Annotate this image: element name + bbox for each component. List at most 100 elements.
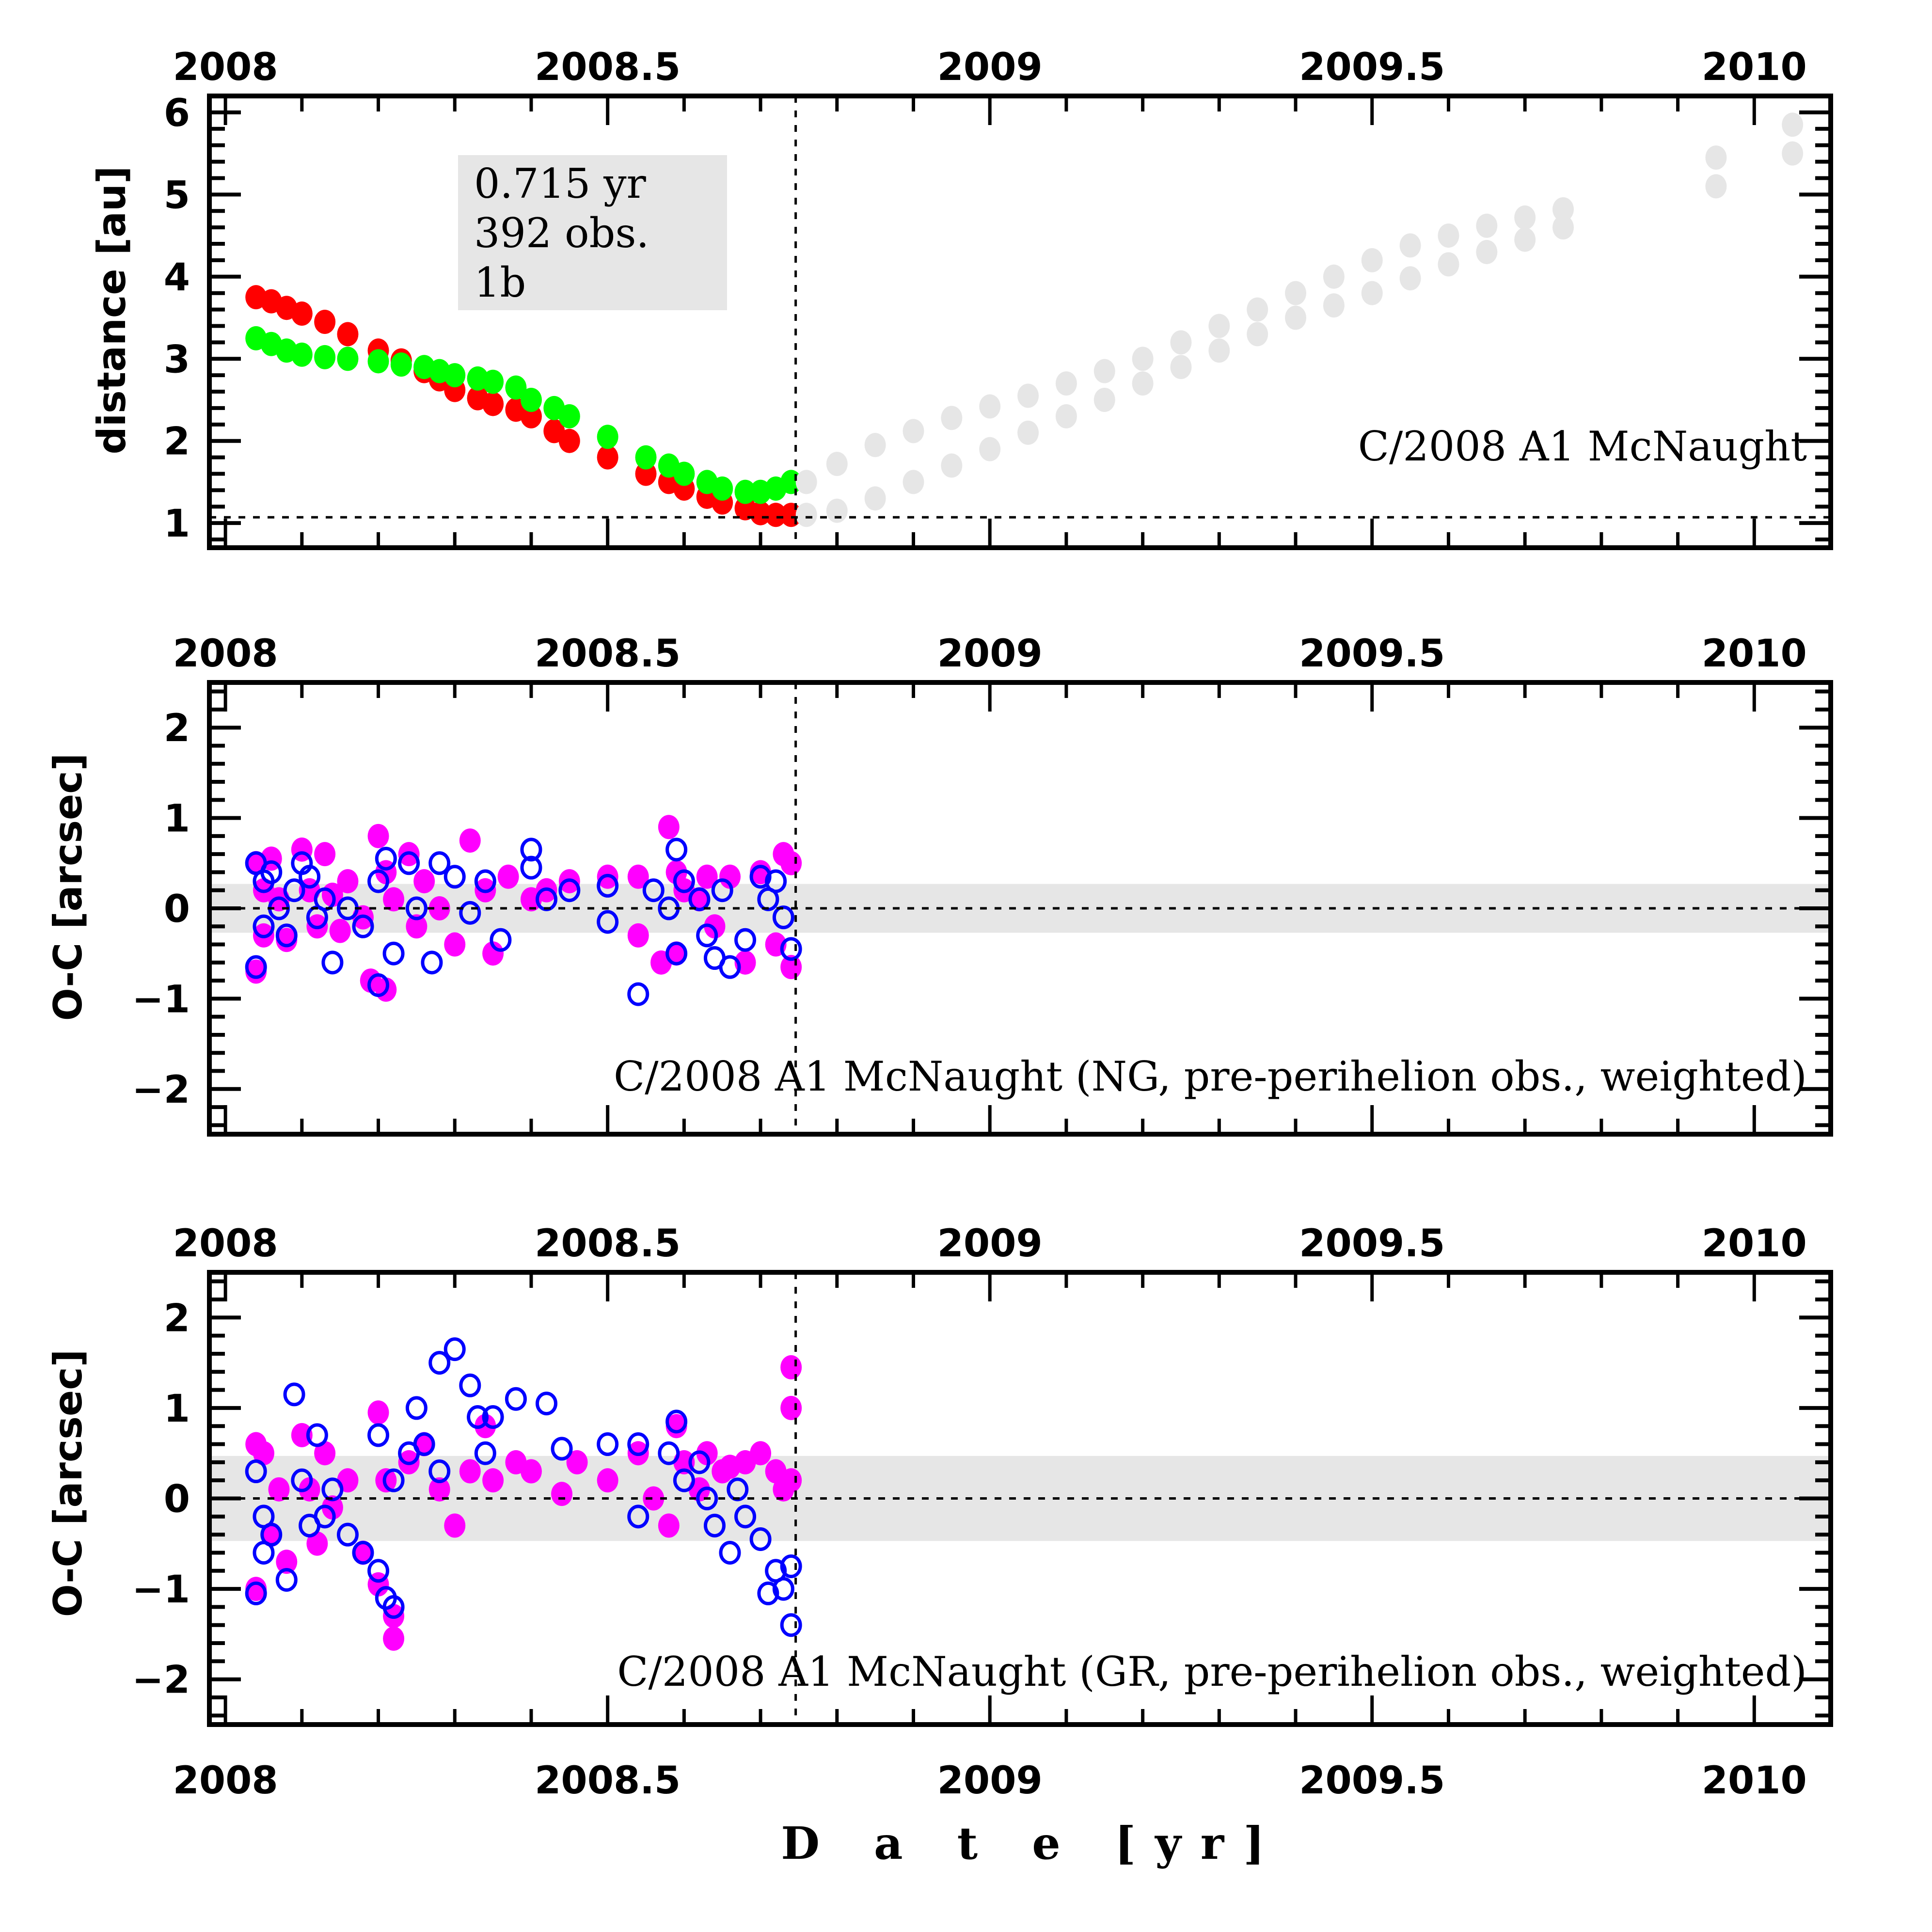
data-point-open <box>283 878 305 903</box>
data-point-open <box>245 1581 267 1605</box>
data-point-filled <box>1782 112 1804 137</box>
data-point-filled <box>444 1513 466 1538</box>
data-point-open <box>642 878 665 903</box>
data-point-open <box>428 1351 451 1375</box>
x-tick-label: 2008.5 <box>535 1222 681 1266</box>
data-point-filled <box>627 923 649 948</box>
data-point-open <box>696 1487 718 1510</box>
data-point-open <box>405 896 428 920</box>
y-tick-label: 1 <box>164 797 190 841</box>
data-point-filled <box>1055 371 1077 396</box>
data-point-open <box>474 1441 496 1465</box>
data-point-open <box>459 1373 481 1397</box>
data-point-filled <box>337 869 359 894</box>
data-point-open <box>749 865 772 889</box>
data-point-filled <box>719 864 741 889</box>
data-point-open <box>367 973 390 997</box>
data-point-filled <box>979 394 1001 419</box>
data-point-filled <box>765 503 787 527</box>
data-point-open <box>734 928 757 952</box>
x-tick-label: 2010 <box>1702 46 1807 89</box>
data-point-open <box>780 937 802 961</box>
data-point-open <box>260 1522 283 1547</box>
data-point-filled <box>475 1414 496 1439</box>
y-tick-label: 2 <box>164 1297 190 1340</box>
data-point-filled <box>864 486 886 511</box>
data-point-filled <box>314 842 336 867</box>
data-point-filled <box>1705 174 1727 199</box>
y-tick-label: 4 <box>164 256 190 300</box>
rms-band <box>209 884 1831 933</box>
data-point-filled <box>979 437 1001 461</box>
data-point-open <box>443 865 466 889</box>
info-box-line-span: 0.715 yr <box>474 160 647 207</box>
data-point-open <box>245 1459 267 1484</box>
data-point-filled <box>505 375 527 400</box>
data-point-filled <box>780 851 802 875</box>
data-point-open <box>314 1504 336 1529</box>
y-tick-label: 2 <box>164 420 190 464</box>
data-point-filled <box>390 352 412 377</box>
y-tick-label: −1 <box>132 1568 190 1612</box>
data-point-filled <box>321 1495 343 1520</box>
data-point-filled <box>406 914 428 939</box>
data-point-filled <box>696 1441 718 1466</box>
data-point-filled <box>826 452 848 476</box>
data-point-filled <box>1514 227 1536 252</box>
data-point-filled <box>627 864 649 889</box>
data-point-open <box>314 887 336 911</box>
data-point-filled <box>482 941 504 966</box>
data-point-filled <box>1017 420 1039 445</box>
data-point-open <box>375 846 397 871</box>
data-point-filled <box>566 1450 588 1474</box>
x-tick-label: 2008 <box>173 632 278 676</box>
data-point-open <box>765 869 787 893</box>
data-point-open <box>253 914 275 938</box>
data-point-open <box>688 887 711 911</box>
data-point-open <box>665 941 688 966</box>
x-tick-label-bottom: 2009.5 <box>1299 1759 1445 1803</box>
data-point-open <box>703 1513 726 1537</box>
x-tick-label-bottom: 2008 <box>173 1759 278 1803</box>
data-point-open <box>780 1613 802 1637</box>
panel-annotation: C/2008 A1 McNaught (GR, pre-perihelion o… <box>617 1648 1807 1695</box>
x-tick-label-bottom: 2009 <box>937 1759 1043 1803</box>
data-point-open <box>405 1396 428 1420</box>
data-point-filled <box>1208 314 1230 338</box>
data-point-filled <box>1170 330 1192 355</box>
data-point-filled <box>1514 205 1536 230</box>
data-point-filled <box>444 932 466 957</box>
data-point-filled <box>291 342 313 367</box>
data-point-filled <box>1170 355 1192 380</box>
data-point-open <box>352 914 374 938</box>
data-point-open <box>306 1423 328 1447</box>
data-point-filled <box>314 345 336 369</box>
data-point-filled <box>597 1468 618 1493</box>
data-point-open <box>558 878 581 903</box>
y-axis-title: O-C [arcsec] <box>46 1349 91 1617</box>
data-point-filled <box>712 476 733 501</box>
data-point-open <box>734 1504 757 1529</box>
data-point-open <box>382 941 405 966</box>
data-point-filled <box>383 1626 405 1651</box>
data-point-open <box>749 1527 772 1551</box>
data-point-filled <box>337 347 359 371</box>
data-point-open <box>336 1522 359 1547</box>
data-point-open <box>597 910 619 934</box>
data-point-open <box>757 1581 779 1605</box>
data-point-filled <box>658 815 680 839</box>
data-point-open <box>275 923 298 948</box>
data-point-filled <box>459 828 481 853</box>
data-point-open <box>597 873 619 898</box>
data-point-filled <box>1093 387 1115 412</box>
data-point-filled <box>665 860 687 885</box>
data-point-filled <box>635 445 657 470</box>
data-point-open <box>627 1504 649 1529</box>
data-point-filled <box>1399 266 1421 291</box>
data-point-filled <box>367 349 389 374</box>
data-point-filled <box>329 918 351 943</box>
x-tick-label: 2009.5 <box>1299 632 1445 676</box>
data-point-filled <box>482 369 504 394</box>
data-point-filled <box>558 404 580 428</box>
